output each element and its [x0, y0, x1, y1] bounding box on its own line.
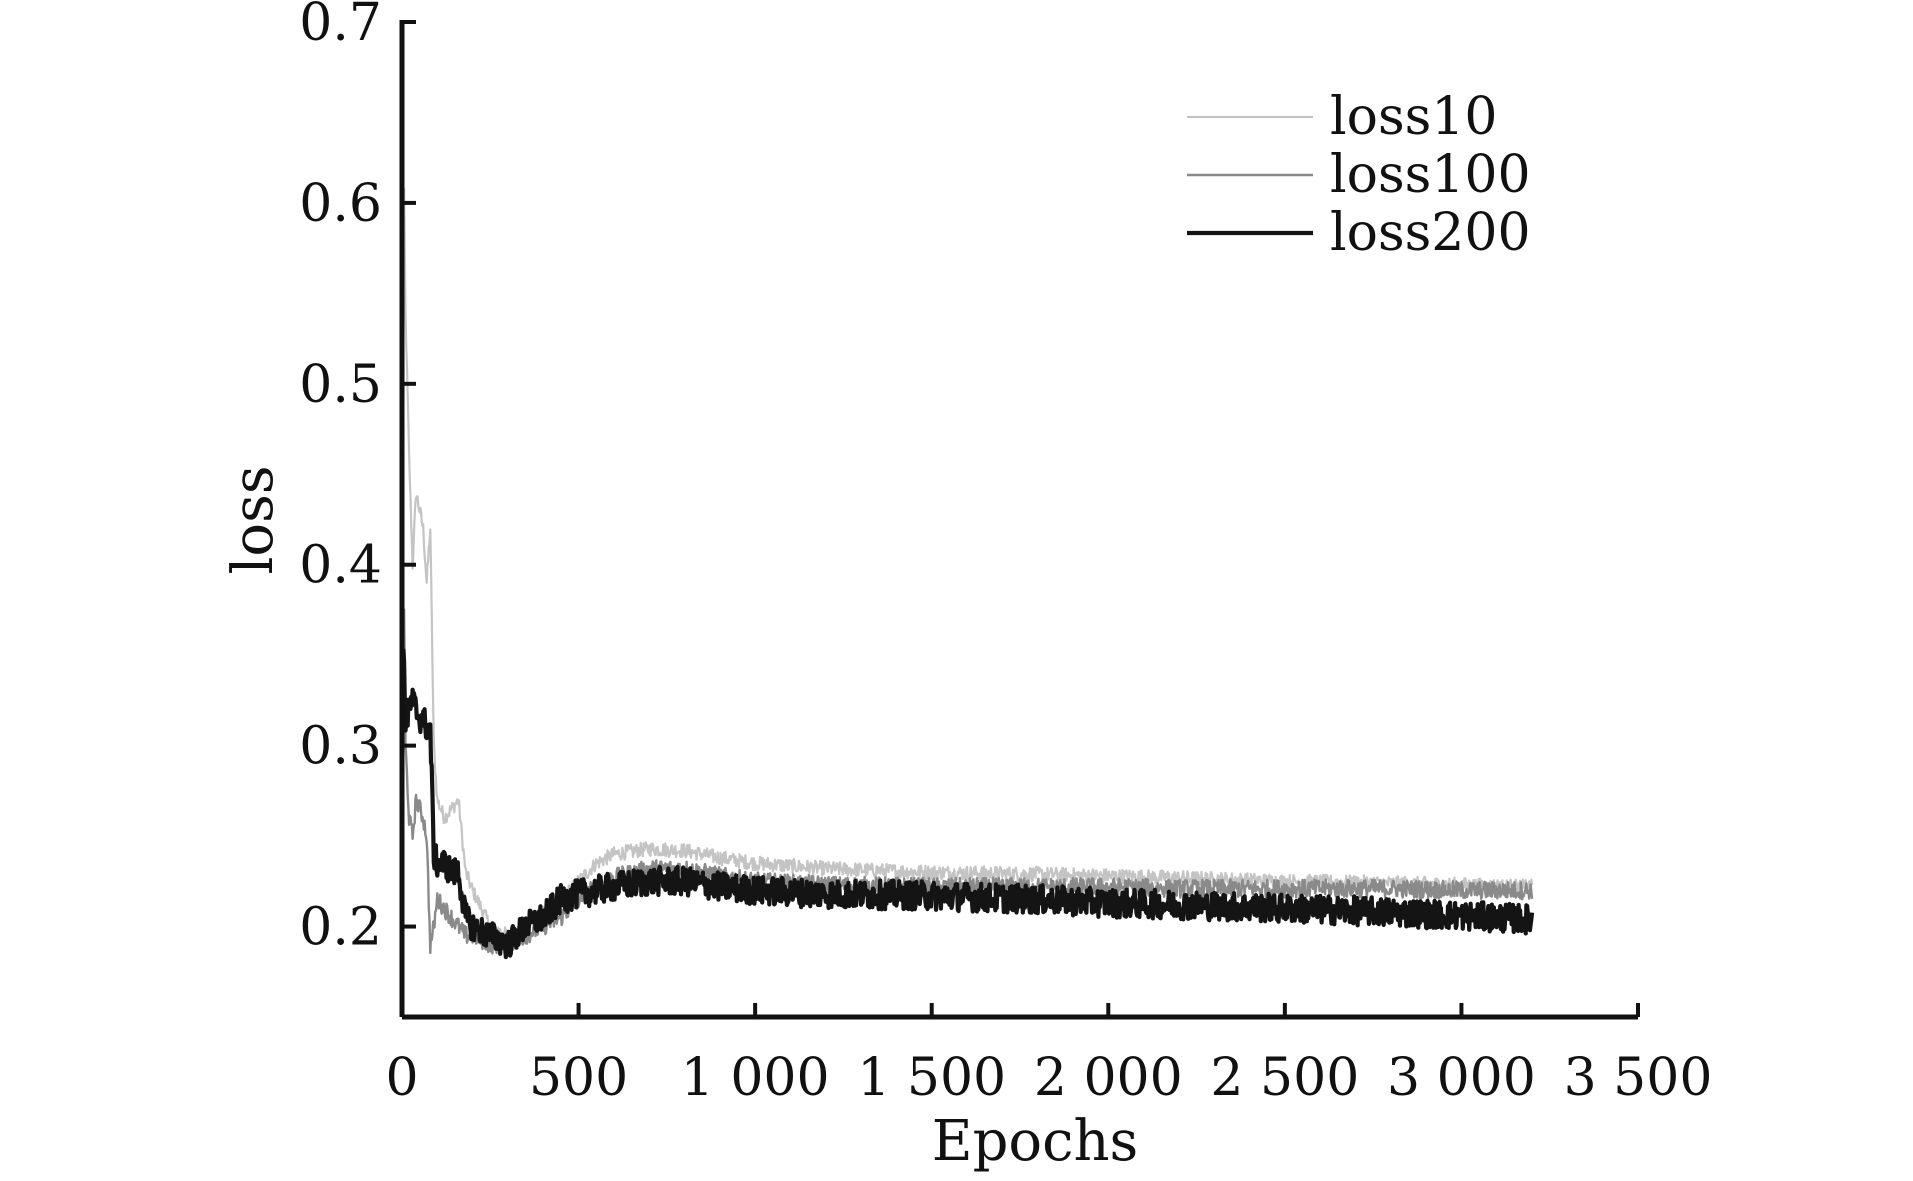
x-tick-label: 2 500	[1210, 1048, 1359, 1108]
x-tick-label: 500	[529, 1048, 628, 1108]
x-tick-label: 1 000	[681, 1048, 830, 1108]
y-tick-label: 0.4	[299, 536, 382, 596]
series-line-loss10	[400, 187, 1534, 942]
series-layer	[399, 187, 1535, 960]
x-axis-title: Epochs	[932, 1109, 1139, 1174]
axes-layer: 0 500 1 000 1 500 2 000 2 500 3 000 3 500 0.2 0.3…	[299, 0, 1712, 1108]
x-tick-label: 2 000	[1034, 1048, 1183, 1108]
x-tick-label: 3 000	[1387, 1048, 1536, 1108]
x-tick-label: 3 500	[1564, 1048, 1713, 1108]
x-tick-label: 1 500	[857, 1048, 1006, 1108]
y-axis-title: loss	[221, 465, 286, 574]
y-tick-label: 0.2	[299, 898, 382, 958]
legend-label-loss100: loss100	[1330, 145, 1531, 205]
y-tick-label: 0.5	[299, 355, 382, 415]
series-line-loss200	[399, 648, 1535, 960]
legend-label-loss10: loss10	[1330, 87, 1497, 147]
legend-label-loss200: loss200	[1330, 203, 1531, 263]
x-tick-label: 0	[385, 1048, 418, 1108]
y-tick-label: 0.6	[299, 174, 382, 234]
y-tick-label: 0.7	[299, 0, 382, 53]
y-tick-label: 0.3	[299, 717, 382, 777]
